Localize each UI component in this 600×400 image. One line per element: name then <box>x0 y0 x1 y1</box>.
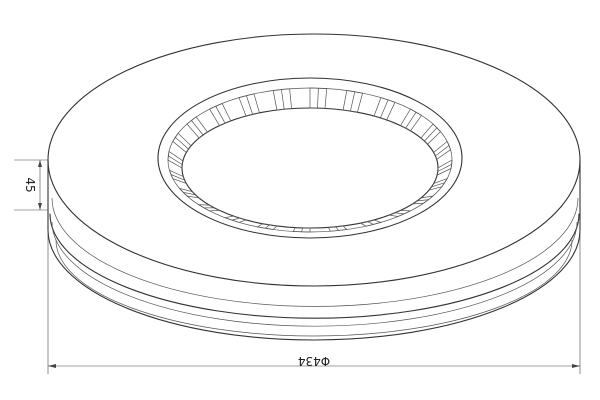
spline-tooth <box>400 108 423 132</box>
disc-top-chamfer <box>51 197 579 307</box>
spline-tooth-ridge <box>174 137 189 150</box>
spline-tooth-ridge <box>405 112 417 129</box>
spline-tooth-ridge <box>424 127 438 142</box>
spline-tooth <box>387 210 411 217</box>
spline-tooth-ridge <box>431 182 445 188</box>
spline-tooth <box>209 103 232 127</box>
spline-tooth <box>411 195 434 205</box>
spline-tooth-ridge <box>231 217 240 221</box>
spline-tooth <box>167 150 184 169</box>
spline-tooth <box>198 204 221 212</box>
spline-tooth-ridge <box>191 120 204 136</box>
spline-tooth-ridge <box>350 91 356 112</box>
spline-tooth-ridge <box>215 106 226 124</box>
spline-tooth <box>223 215 248 223</box>
spline-tooth <box>238 93 260 117</box>
spline-tooth-ridge <box>281 89 285 110</box>
spline-tooth <box>178 187 201 199</box>
spline-tooth <box>428 177 449 191</box>
disc-bottom-inner-edge <box>55 239 573 337</box>
spline-tooth <box>186 116 208 139</box>
thickness-arrow-bottom <box>38 203 42 210</box>
spline-tooth-ridge <box>183 191 196 196</box>
spline-tooth-ridge <box>317 88 319 109</box>
hub-spline-teeth <box>167 87 453 233</box>
spline-tooth-ridge <box>335 226 339 231</box>
hub-bore-inner <box>167 87 453 233</box>
hub-bore-bottom <box>181 107 439 229</box>
spline-tooth-ridge <box>380 99 389 119</box>
disc-outer-top-edge-front <box>47 159 581 287</box>
spline-tooth <box>292 227 311 233</box>
thickness-arrow-top <box>38 160 42 167</box>
diameter-label: Φ434 <box>298 354 330 368</box>
spline-tooth <box>256 223 278 230</box>
disc-outer-bottom-edge <box>47 229 581 341</box>
spline-tooth <box>359 219 383 227</box>
spline-tooth <box>309 87 328 109</box>
spline-tooth <box>327 225 348 232</box>
spline-tooth <box>433 140 451 160</box>
spline-tooth-ridge <box>435 145 450 157</box>
spline-tooth <box>342 90 364 113</box>
spline-tooth-ridge <box>246 95 253 115</box>
disc-outer-top-edge <box>47 33 581 161</box>
spline-tooth-ridge <box>416 199 429 202</box>
diameter-arrow-right <box>572 364 580 368</box>
spline-tooth <box>436 159 453 176</box>
spline-tooth-ridge <box>367 221 374 225</box>
disc-vent-groove-upper <box>49 213 580 319</box>
spline-tooth-ridge <box>264 224 270 229</box>
spline-tooth-ridge <box>437 163 452 172</box>
spline-tooth-ridge <box>301 227 303 232</box>
spline-tooth <box>272 88 292 111</box>
spline-tooth <box>172 132 192 154</box>
spline-tooth <box>420 123 441 145</box>
spline-tooth-ridge <box>170 174 185 181</box>
spline-tooth <box>373 97 396 121</box>
spline-tooth-ridge <box>168 155 183 165</box>
hub-bore-outer <box>157 77 463 239</box>
disc-vent-groove-lower <box>51 221 578 327</box>
spline-tooth-ridge <box>394 212 405 215</box>
diameter-arrow-left <box>48 364 56 368</box>
spline-tooth <box>168 169 188 185</box>
thickness-label: 45 <box>23 177 37 192</box>
